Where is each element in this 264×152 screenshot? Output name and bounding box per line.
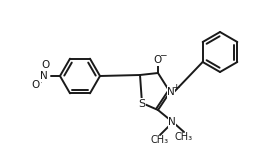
Text: −: − xyxy=(159,50,167,59)
Text: CH₃: CH₃ xyxy=(175,132,193,142)
Text: S: S xyxy=(138,99,145,109)
Text: O: O xyxy=(32,80,40,90)
Text: O: O xyxy=(153,55,161,65)
Text: O: O xyxy=(41,60,49,70)
Text: +: + xyxy=(172,83,179,92)
Text: N: N xyxy=(40,71,48,81)
Text: CH₃: CH₃ xyxy=(151,135,169,145)
Text: N: N xyxy=(167,87,175,97)
Text: N: N xyxy=(168,117,176,127)
